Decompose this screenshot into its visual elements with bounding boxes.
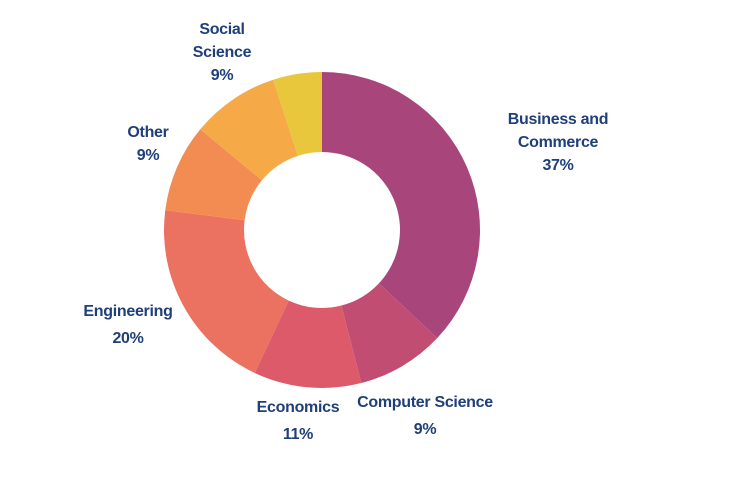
- category-name: Engineering: [83, 303, 173, 320]
- percent-label: 9%: [413, 421, 437, 438]
- slice-label: Engineering 20%: [83, 300, 172, 350]
- slice-label: Other 9%: [127, 121, 168, 167]
- slice-label: Computer Science 9%: [357, 391, 493, 441]
- category-name: Other: [127, 124, 169, 141]
- donut-slice: [341, 283, 438, 384]
- category-name: Business and Commerce: [507, 111, 609, 151]
- category-name: Computer Science: [357, 394, 493, 411]
- category-name: Social Science: [192, 21, 252, 61]
- percent-label: 11%: [282, 426, 314, 443]
- percent-label: 9%: [210, 67, 234, 84]
- donut-slice: [273, 72, 322, 156]
- category-name: Economics: [256, 399, 340, 416]
- slice-label: Economics 11%: [257, 396, 340, 446]
- donut-slice: [322, 72, 480, 339]
- donut-slice: [165, 129, 262, 221]
- slice-label: Business and Commerce 37%: [471, 108, 646, 177]
- donut-slice: [164, 210, 289, 373]
- percent-label: 20%: [112, 330, 144, 347]
- donut-slice: [200, 79, 298, 181]
- percent-label: 9%: [136, 147, 160, 164]
- slice-label: Social Science 9%: [187, 18, 257, 87]
- donut-slice: [254, 300, 362, 388]
- percent-label: 37%: [542, 157, 574, 174]
